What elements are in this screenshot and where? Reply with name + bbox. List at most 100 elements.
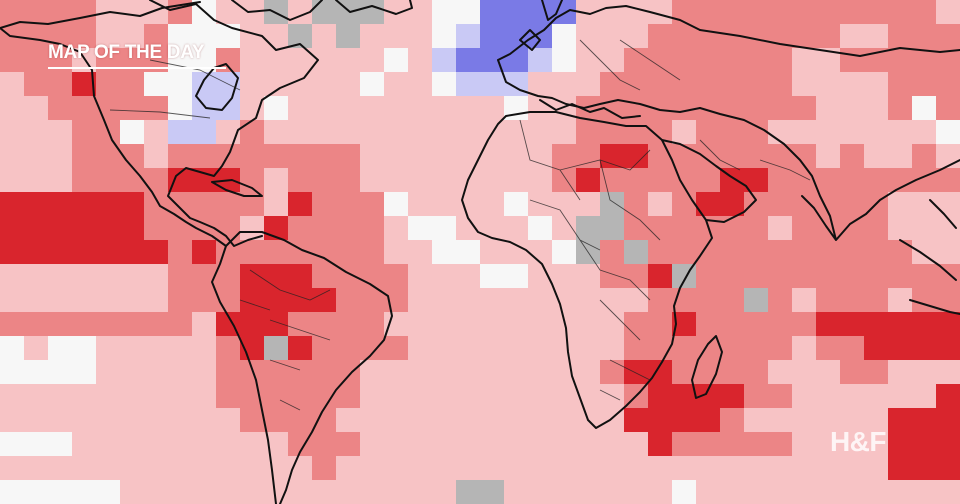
anomaly-cell [72,0,97,25]
anomaly-cell [24,288,49,313]
anomaly-cell [840,192,865,217]
anomaly-cell [360,120,385,145]
anomaly-cell [768,192,793,217]
anomaly-cell [744,0,769,25]
anomaly-cell [384,72,409,97]
anomaly-cell [312,48,337,73]
anomaly-cell [264,408,289,433]
anomaly-cell [144,72,169,97]
anomaly-cell [216,384,241,409]
anomaly-cell [768,336,793,361]
anomaly-cell [792,360,817,385]
anomaly-cell [384,48,409,73]
anomaly-cell [24,312,49,337]
anomaly-cell [528,144,553,169]
anomaly-cell [240,264,265,289]
anomaly-cell [384,456,409,481]
anomaly-cell [480,240,505,265]
anomaly-cell [480,192,505,217]
anomaly-cell [120,288,145,313]
anomaly-cell [936,144,960,169]
anomaly-cell [360,384,385,409]
anomaly-cell [528,48,553,73]
anomaly-cell [816,360,841,385]
anomaly-cell [912,72,937,97]
anomaly-cell [336,192,361,217]
anomaly-cell [336,48,361,73]
anomaly-cell [72,144,97,169]
madagascar-outline [691,335,723,399]
anomaly-cell [888,312,913,337]
anomaly-cell [168,72,193,97]
anomaly-cell [24,72,49,97]
anomaly-cell [312,0,337,25]
anomaly-cell [624,432,649,457]
anomaly-cell [720,288,745,313]
anomaly-cell [24,0,49,25]
anomaly-cell [72,360,97,385]
anomaly-cell [264,24,289,49]
anomaly-cell [696,480,721,504]
anomaly-cell [144,144,169,169]
anomaly-cell [672,240,697,265]
anomaly-cell [168,264,193,289]
anomaly-cell [456,48,481,73]
anomaly-cell [24,264,49,289]
anomaly-cell [360,24,385,49]
anomaly-cell [48,168,73,193]
anomaly-cell [480,96,505,121]
anomaly-cell [144,384,169,409]
anomaly-cell [192,144,217,169]
anomaly-cell [72,432,97,457]
anomaly-cell [696,24,721,49]
anomaly-cell [336,360,361,385]
anomaly-cell [840,24,865,49]
anomaly-cell [624,456,649,481]
anomaly-cell [120,312,145,337]
anomaly-cell [816,72,841,97]
anomaly-cell [264,456,289,481]
anomaly-cell [192,408,217,433]
anomaly-cell [384,120,409,145]
anomaly-cell [792,72,817,97]
anomaly-cell [216,336,241,361]
anomaly-cell [312,144,337,169]
anomaly-cell [336,336,361,361]
anomaly-cell [432,360,457,385]
anomaly-cell [816,312,841,337]
anomaly-cell [48,456,73,481]
anomaly-cell [864,288,889,313]
anomaly-cell [96,408,121,433]
anomaly-cell [144,96,169,121]
anomaly-cell [432,96,457,121]
anomaly-cell [888,144,913,169]
anomaly-cell [888,264,913,289]
anomaly-cell [648,456,673,481]
anomaly-cell [0,288,25,313]
anomaly-cell [552,384,577,409]
anomaly-cell [936,120,960,145]
anomaly-cell [96,240,121,265]
anomaly-cell [504,144,529,169]
anomaly-cell [312,312,337,337]
anomaly-cell [24,96,49,121]
anomaly-cell [432,312,457,337]
anomaly-cell [912,0,937,25]
anomaly-cell [576,144,601,169]
anomaly-cell [264,168,289,193]
anomaly-cell [168,120,193,145]
anomaly-cell [192,168,217,193]
anomaly-cell [384,264,409,289]
anomaly-cell [432,0,457,25]
anomaly-cell [192,360,217,385]
anomaly-cell [888,288,913,313]
anomaly-cell [96,336,121,361]
anomaly-cell [768,0,793,25]
anomaly-cell [840,240,865,265]
anomaly-cell [120,480,145,504]
anomaly-cell [600,72,625,97]
anomaly-cell [936,312,960,337]
anomaly-cell [912,24,937,49]
anomaly-cell [912,288,937,313]
